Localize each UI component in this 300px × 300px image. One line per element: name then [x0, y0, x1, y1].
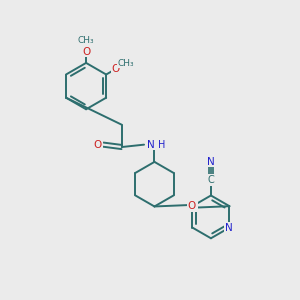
- Text: N: N: [207, 157, 215, 166]
- Text: O: O: [188, 201, 196, 211]
- Text: H: H: [158, 140, 165, 150]
- Text: N: N: [147, 140, 154, 150]
- Text: O: O: [112, 64, 120, 74]
- Text: CH₃: CH₃: [78, 36, 94, 45]
- Text: O: O: [94, 140, 102, 150]
- Text: C: C: [208, 175, 214, 185]
- Text: N: N: [225, 223, 232, 232]
- Text: O: O: [82, 46, 90, 57]
- Text: N: N: [189, 201, 197, 211]
- Text: CH₃: CH₃: [117, 59, 134, 68]
